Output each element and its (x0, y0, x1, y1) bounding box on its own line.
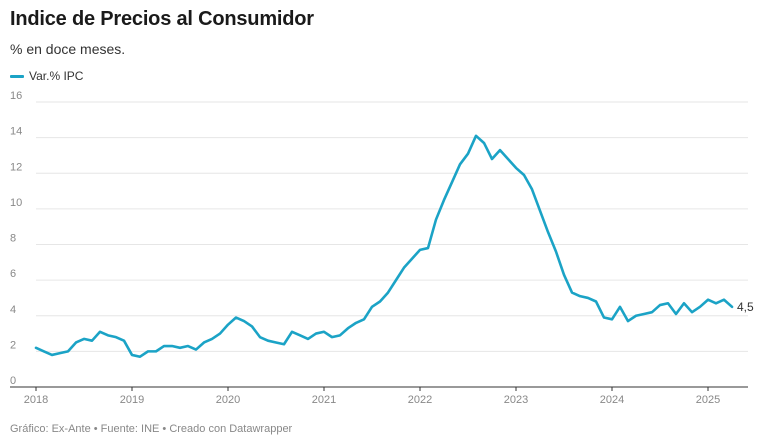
series-line (34, 134, 734, 359)
legend: Var.% IPC (10, 69, 83, 83)
y-tick-label: 14 (10, 126, 22, 138)
x-tick-label: 2021 (312, 394, 336, 406)
y-tick-label: 4 (10, 304, 16, 316)
legend-label: Var.% IPC (29, 69, 84, 83)
x-tick-label: 2023 (504, 394, 528, 406)
x-tick-label: 2025 (696, 394, 720, 406)
end-value-label: 4,5 (737, 300, 754, 314)
x-tick-label: 2020 (216, 394, 240, 406)
y-tick-label: 2 (10, 339, 16, 351)
y-tick-label: 16 (10, 90, 22, 102)
y-tick-label: 10 (10, 197, 22, 209)
chart-title: Indice de Precios al Consumidor (10, 8, 314, 30)
y-tick-label: 6 (10, 268, 16, 280)
x-tick-label: 2018 (24, 394, 48, 406)
y-tick-label: 12 (10, 161, 22, 173)
legend-swatch (10, 74, 24, 78)
x-tick-label: 2022 (408, 394, 432, 406)
y-tick-label: 8 (10, 233, 16, 245)
y-tick-label: 0 (10, 375, 16, 387)
chart-footer: Gráfico: Ex-Ante • Fuente: INE • Creado … (10, 423, 293, 435)
chart-subtitle: % en doce meses. (10, 41, 126, 57)
x-tick-label: 2019 (120, 394, 144, 406)
x-tick-label: 2024 (600, 394, 624, 406)
